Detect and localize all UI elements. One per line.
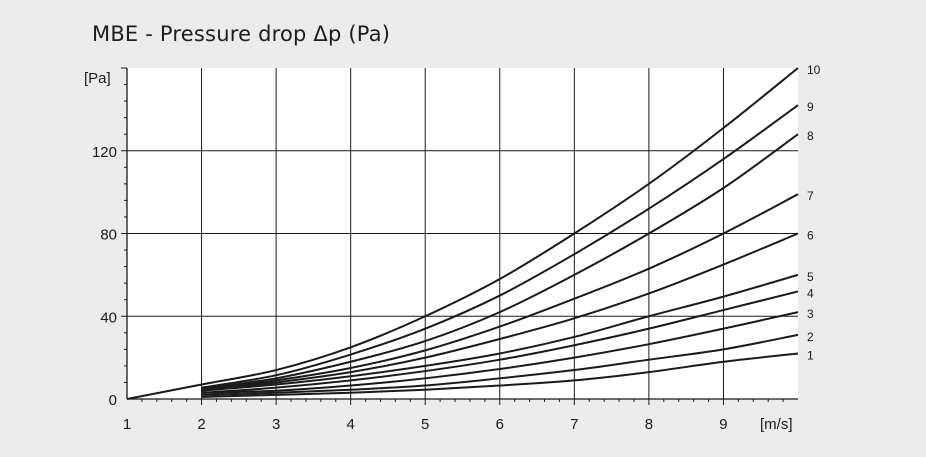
series-label-10: 10 <box>807 63 821 77</box>
series-line-8 <box>201 133 799 390</box>
series-line-7 <box>201 193 799 391</box>
chart-title: MBE - Pressure drop Δp (Pa) <box>92 22 391 46</box>
x-tick-label: 8 <box>645 416 653 433</box>
y-tick-label: 120 <box>92 144 117 161</box>
series-label-7: 7 <box>807 189 814 203</box>
x-tick-label: 2 <box>197 416 205 433</box>
x-tick-label: 6 <box>496 416 504 433</box>
x-tick-label: 4 <box>346 416 354 433</box>
series-label-8: 8 <box>807 129 814 143</box>
x-tick-label: 3 <box>272 416 280 433</box>
series-label-2: 2 <box>807 330 814 344</box>
series-label-4: 4 <box>807 286 814 300</box>
x-axis-label: [m/s] <box>760 416 793 433</box>
y-tick-label: 0 <box>109 392 117 409</box>
series-line-6 <box>201 232 799 392</box>
series-line-1 <box>201 352 799 398</box>
x-tick-label: 5 <box>421 416 429 433</box>
series-label-9: 9 <box>807 100 814 114</box>
series-label-6: 6 <box>807 229 814 243</box>
y-tick-label: 40 <box>100 309 117 326</box>
y-tick-label: 80 <box>100 227 117 244</box>
series-line-2 <box>201 333 799 396</box>
series-line-3 <box>201 311 799 394</box>
x-tick-label: 9 <box>719 416 727 433</box>
y-axis-label: [Pa] <box>84 70 111 87</box>
series-label-5: 5 <box>807 270 814 284</box>
series-line-9 <box>201 104 799 389</box>
series-label-1: 1 <box>807 348 814 362</box>
x-tick-label: 7 <box>570 416 578 433</box>
series-line-4 <box>201 290 799 394</box>
x-tick-label: 1 <box>123 416 131 433</box>
series-label-3: 3 <box>807 307 814 321</box>
series-line-10 <box>126 67 799 400</box>
series-line-5 <box>201 273 799 392</box>
